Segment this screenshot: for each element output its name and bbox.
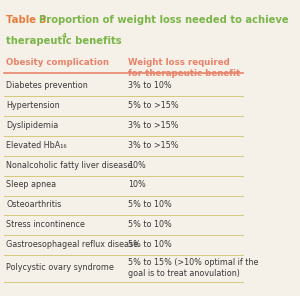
Text: Diabetes prevention: Diabetes prevention [6, 81, 88, 90]
Text: Stress incontinence: Stress incontinence [6, 220, 85, 229]
Text: 4: 4 [62, 33, 67, 39]
Text: Dyslipidemia: Dyslipidemia [6, 121, 58, 130]
Text: therapeutic benefits: therapeutic benefits [6, 36, 122, 46]
Text: Osteoarthritis: Osteoarthritis [6, 200, 62, 209]
Text: 3% to >15%: 3% to >15% [128, 121, 179, 130]
Text: Table 3.: Table 3. [6, 15, 50, 25]
Text: 10%: 10% [128, 181, 146, 189]
Text: Weight loss required
for therapeutic benefit: Weight loss required for therapeutic ben… [128, 58, 241, 78]
Text: 5% to 15% (>10% optimal if the
goal is to treat anovulation): 5% to 15% (>10% optimal if the goal is t… [128, 258, 259, 278]
Text: Obesity complication: Obesity complication [6, 58, 109, 67]
Text: 5% to 10%: 5% to 10% [128, 220, 172, 229]
Text: Sleep apnea: Sleep apnea [6, 181, 56, 189]
Text: 3% to >15%: 3% to >15% [128, 141, 179, 149]
Text: Gastroesophageal reflux disease: Gastroesophageal reflux disease [6, 240, 138, 249]
Text: 5% to 10%: 5% to 10% [128, 240, 172, 249]
Text: 3% to 10%: 3% to 10% [128, 81, 172, 90]
Text: Hypertension: Hypertension [6, 101, 60, 110]
Text: Polycystic ovary syndrome: Polycystic ovary syndrome [6, 263, 114, 272]
Text: Proportion of weight loss needed to achieve: Proportion of weight loss needed to achi… [39, 15, 289, 25]
Text: 10%: 10% [128, 160, 146, 170]
Text: Elevated HbA₁₆: Elevated HbA₁₆ [6, 141, 67, 149]
Text: Nonalcoholic fatty liver disease: Nonalcoholic fatty liver disease [6, 160, 133, 170]
Text: 5% to 10%: 5% to 10% [128, 200, 172, 209]
Text: 5% to >15%: 5% to >15% [128, 101, 179, 110]
